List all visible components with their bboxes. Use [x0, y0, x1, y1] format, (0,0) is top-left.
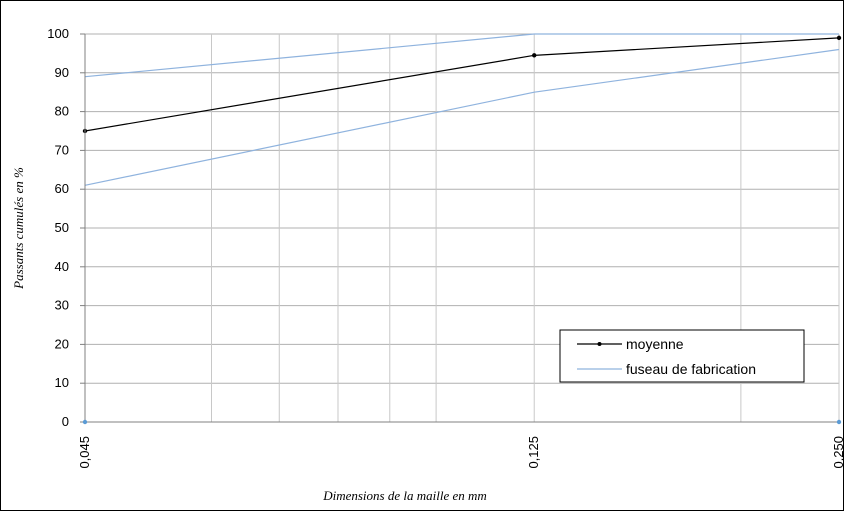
- series-layer: [82, 33, 842, 186]
- x-tick-label: 0,250: [831, 436, 844, 469]
- legend-label-fuseau: fuseau de fabrication: [626, 361, 756, 377]
- series-line-1: [84, 33, 839, 78]
- y-tick-label: 50: [55, 220, 69, 235]
- series-point-0: [532, 53, 537, 58]
- axis-end-marker: [836, 419, 842, 425]
- legend-box: [559, 329, 805, 383]
- axis-layer: 0 10 20 30 40 50 60 70 80 90 100 0,045 0,125 0,250: [47, 26, 844, 469]
- x-axis-title: Dimensions de la maille en mm: [322, 488, 487, 503]
- y-tick-label: 80: [55, 104, 69, 119]
- y-tick-label: 0: [62, 414, 69, 429]
- series-point-0: [836, 35, 842, 41]
- y-tick-label: 40: [55, 259, 69, 274]
- legend: moyenne fuseau de fabrication: [559, 329, 805, 383]
- y-tick-label: 70: [55, 142, 69, 157]
- y-tick-label: 30: [55, 298, 69, 313]
- series-line-0: [84, 37, 840, 132]
- series-line-2: [84, 48, 840, 186]
- y-tick-label: 90: [55, 65, 69, 80]
- axis-origin-marker: [82, 419, 88, 425]
- y-axis-title: Passants cumulés en %: [11, 167, 26, 290]
- y-tick-label: 10: [55, 375, 69, 390]
- legend-label-moyenne: moyenne: [626, 336, 684, 352]
- x-tick-label: 0,045: [77, 436, 92, 469]
- x-tick-label: 0,125: [526, 436, 541, 469]
- y-tick-label: 100: [47, 26, 69, 41]
- y-tick-label: 20: [55, 336, 69, 351]
- y-tick-label: 60: [55, 181, 69, 196]
- legend-marker-moyenne: [597, 342, 602, 346]
